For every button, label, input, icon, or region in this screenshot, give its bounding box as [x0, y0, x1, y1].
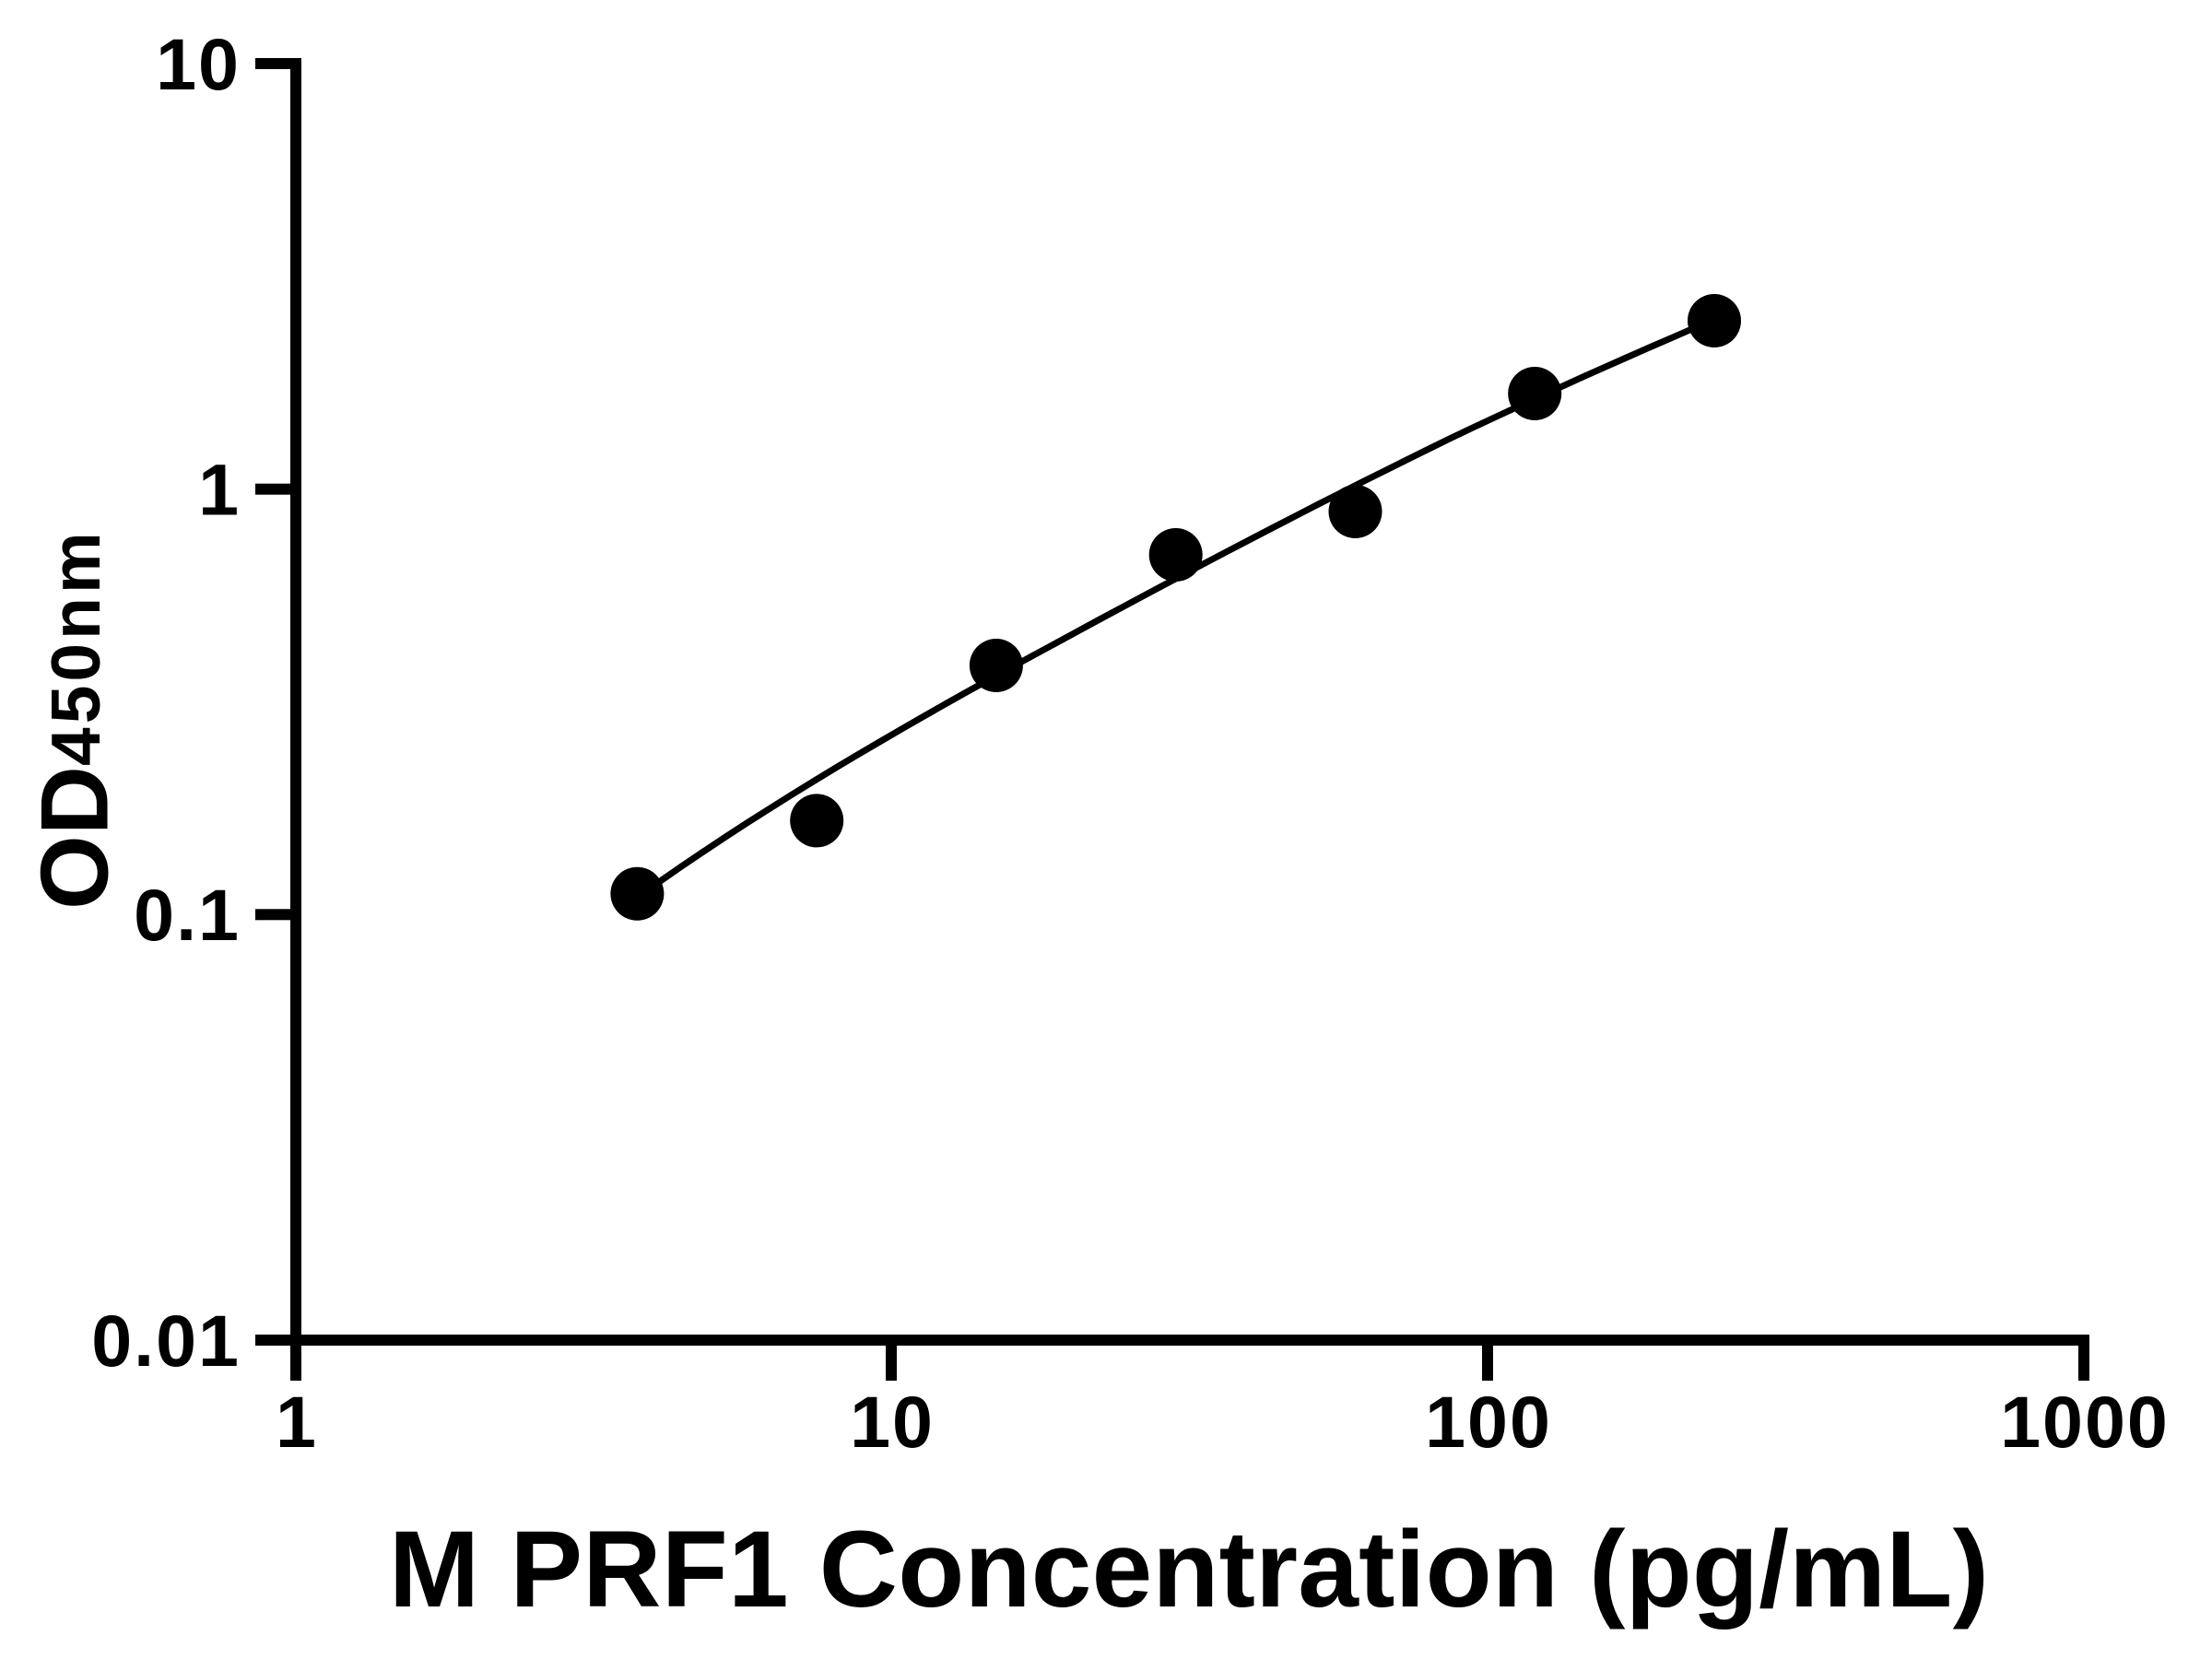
svg-text:0.1: 0.1: [134, 874, 241, 956]
svg-text:10: 10: [850, 1381, 935, 1463]
svg-text:1000: 1000: [2000, 1381, 2170, 1463]
svg-text:0.01: 0.01: [91, 1300, 241, 1382]
svg-text:1: 1: [276, 1381, 316, 1463]
svg-text:M PRF1 Concentration (pg/mL): M PRF1 Concentration (pg/mL): [389, 1509, 1989, 1630]
svg-text:OD450nm: OD450nm: [22, 528, 129, 910]
svg-text:1: 1: [198, 449, 239, 531]
svg-text:10: 10: [156, 23, 241, 105]
svg-text:100: 100: [1425, 1381, 1552, 1463]
